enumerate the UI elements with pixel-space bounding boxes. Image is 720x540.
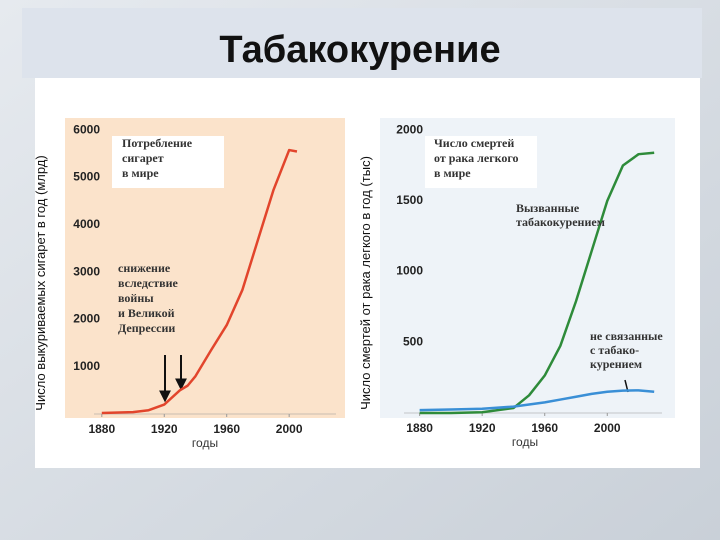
annotation: снижение — [118, 261, 171, 275]
legend-line: не связанные — [590, 329, 663, 343]
x-tick-label: 1960 — [213, 422, 240, 436]
annotation: в мире — [122, 166, 159, 180]
legend-line: с табако- — [590, 343, 639, 357]
title-band — [22, 8, 702, 78]
annotation: Депрессии — [118, 321, 175, 335]
legend-line: Вызванные — [516, 201, 580, 215]
annotation: войны — [118, 291, 154, 305]
x-tick-label: 1920 — [151, 422, 178, 436]
y-tick-label: 1000 — [73, 359, 100, 373]
annotation: от рака легкого — [434, 151, 519, 165]
y-tick-label: 6000 — [73, 122, 100, 136]
y-tick-label: 500 — [403, 334, 423, 348]
y-tick-label: 5000 — [73, 170, 100, 184]
note-box — [112, 136, 224, 188]
annotation: Число смертей — [434, 136, 514, 150]
annotation: сигарет — [122, 151, 164, 165]
x-tick-label: 1960 — [531, 421, 558, 435]
slide-title: Табакокурение — [219, 29, 500, 71]
x-tick-label: 2000 — [594, 421, 621, 435]
x-tick-label: 1920 — [469, 421, 496, 435]
annotation: в мире — [434, 166, 471, 180]
legend-label: не связанные с табако-курением — [590, 329, 663, 371]
x-tick-label: 1880 — [406, 421, 433, 435]
legend-line: курением — [590, 357, 642, 371]
y-axis-label: Число смертей от рака легкого в год (тыс… — [358, 156, 373, 410]
annotation: вследствие — [118, 276, 179, 290]
y-tick-label: 2000 — [396, 122, 423, 136]
annotation: Потребление — [122, 136, 193, 150]
data-line — [101, 148, 298, 415]
note-box — [425, 136, 537, 188]
x-tick-label: 1880 — [88, 422, 115, 436]
x-axis-label: годы — [512, 435, 538, 449]
x-tick-label: 2000 — [276, 422, 303, 436]
y-axis-label: Число выкуриваемых сигарет в год (млрд) — [33, 155, 48, 410]
annotation: и Великой — [118, 306, 175, 320]
y-tick-label: 1500 — [396, 193, 423, 207]
y-tick-label: 2000 — [73, 312, 100, 326]
y-tick-label: 4000 — [73, 217, 100, 231]
y-tick-label: 1000 — [396, 264, 423, 278]
x-axis-label: годы — [192, 436, 218, 450]
legend-line: табакокурением — [516, 215, 605, 229]
data-line — [419, 389, 655, 412]
y-tick-label: 3000 — [73, 264, 100, 278]
legend-label: Вызванные табакокурением — [516, 201, 605, 229]
data-line — [419, 151, 655, 415]
